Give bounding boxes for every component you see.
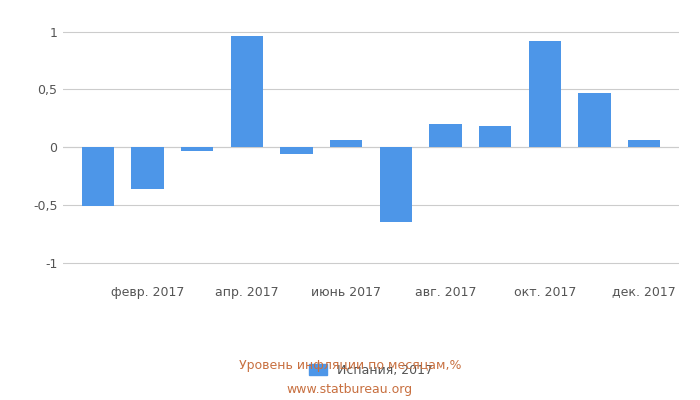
Bar: [479, 126, 511, 147]
Bar: [379, 147, 412, 222]
Bar: [82, 147, 114, 206]
Bar: [231, 36, 263, 147]
Bar: [280, 147, 313, 154]
Text: www.statbureau.org: www.statbureau.org: [287, 384, 413, 396]
Bar: [528, 41, 561, 147]
Bar: [429, 124, 462, 147]
Bar: [181, 147, 214, 150]
Legend: Испания, 2017: Испания, 2017: [304, 359, 438, 382]
Text: Уровень инфляции по месяцам,%: Уровень инфляции по месяцам,%: [239, 360, 461, 372]
Bar: [132, 147, 164, 189]
Bar: [578, 93, 610, 147]
Bar: [628, 140, 660, 147]
Bar: [330, 140, 363, 147]
